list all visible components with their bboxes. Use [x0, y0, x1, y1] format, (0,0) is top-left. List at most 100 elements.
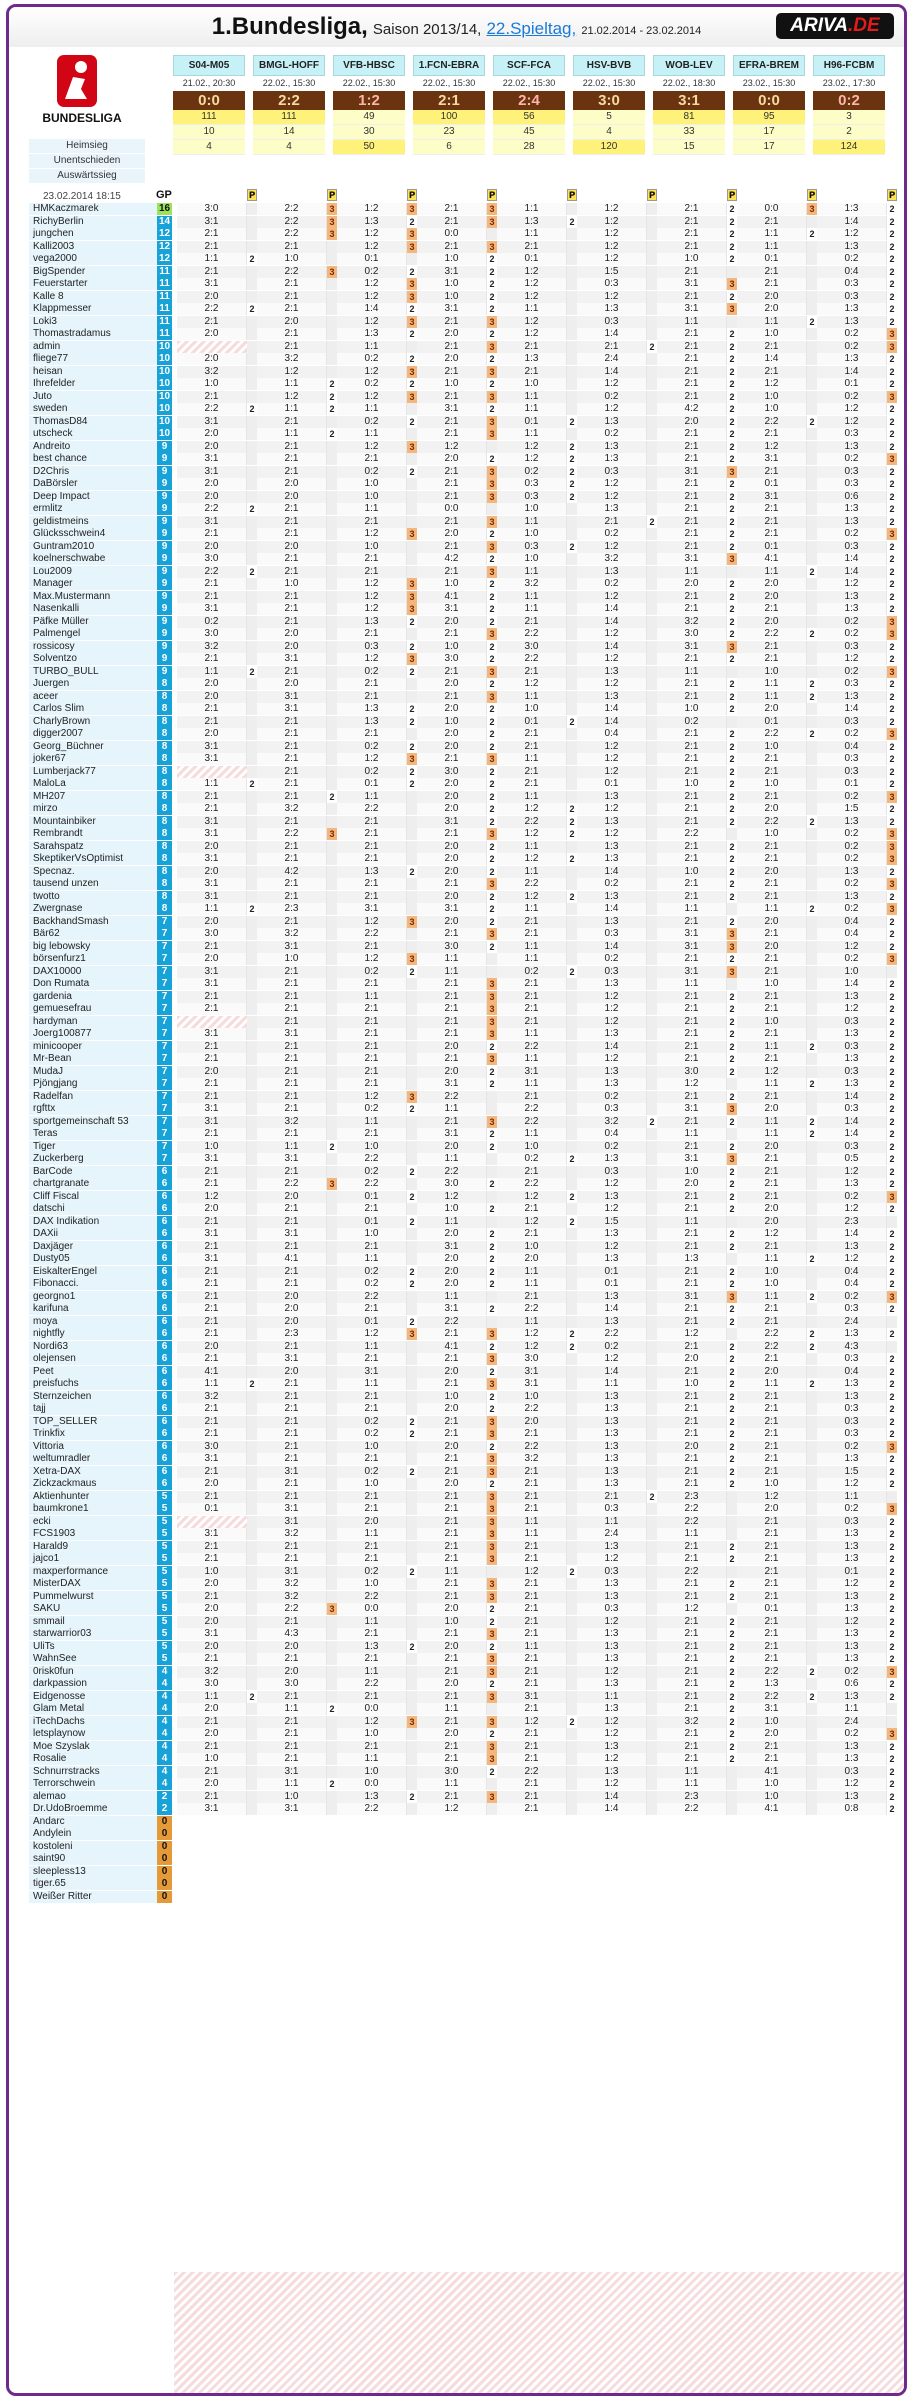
player-name[interactable]: sportgemeinschaft 53: [29, 1115, 157, 1128]
player-name[interactable]: ermlitz: [29, 503, 157, 515]
player-name[interactable]: chartgranate: [29, 1178, 157, 1190]
player-name[interactable]: MaloLa: [29, 778, 157, 790]
player-name[interactable]: Bär62: [29, 928, 157, 940]
player-name[interactable]: Peet: [29, 1365, 157, 1378]
player-name[interactable]: rgfttx: [29, 1103, 157, 1115]
player-name[interactable]: Schnurrstracks: [29, 1765, 157, 1778]
player-name[interactable]: ecki: [29, 1515, 157, 1528]
player-name[interactable]: Eidgenosse: [29, 1690, 157, 1703]
player-name[interactable]: Juto: [29, 390, 157, 403]
player-name[interactable]: baumkrone1: [29, 1503, 157, 1515]
player-name[interactable]: vega2000: [29, 253, 157, 265]
player-name[interactable]: Zickzackmaus: [29, 1478, 157, 1490]
player-name[interactable]: Mr-Bean: [29, 1053, 157, 1065]
player-name[interactable]: Vittoria: [29, 1440, 157, 1453]
player-name[interactable]: rossicosy: [29, 640, 157, 653]
player-name[interactable]: TOP_SELLER: [29, 1415, 157, 1428]
player-name[interactable]: Andarc: [29, 1815, 157, 1828]
player-name[interactable]: SkeptikerVsOptimist: [29, 853, 157, 865]
player-name[interactable]: MudaJ: [29, 1065, 157, 1078]
player-name[interactable]: Aktienhunter: [29, 1490, 157, 1503]
player-name[interactable]: Andreito: [29, 440, 157, 453]
player-name[interactable]: alemao: [29, 1790, 157, 1803]
match-header[interactable]: H96-FCBM 23.02., 17:30 0:2 3 2 124: [813, 55, 885, 155]
player-name[interactable]: Max.Mustermann: [29, 590, 157, 603]
player-name[interactable]: Moe Szyslak: [29, 1740, 157, 1753]
player-name[interactable]: nightfly: [29, 1328, 157, 1340]
player-name[interactable]: Harald9: [29, 1540, 157, 1553]
match-header[interactable]: WOB-LEV 22.02., 18:30 3:1 81 33 15: [653, 55, 725, 155]
player-name[interactable]: Guntram2010: [29, 540, 157, 553]
player-name[interactable]: sleepless13: [29, 1865, 157, 1878]
match-header[interactable]: BMGL-HOFF 22.02., 15:30 2:2 111 14 4: [253, 55, 325, 155]
player-name[interactable]: starwarrior03: [29, 1628, 157, 1640]
player-name[interactable]: WahnSee: [29, 1653, 157, 1665]
player-name[interactable]: Nordi63: [29, 1340, 157, 1353]
player-name[interactable]: aceer: [29, 690, 157, 703]
player-name[interactable]: Terrorschwein: [29, 1778, 157, 1790]
player-name[interactable]: Don Rumata: [29, 978, 157, 990]
matchday-link[interactable]: 22.Spieltag,: [486, 19, 577, 38]
match-header[interactable]: SCF-FCA 22.02., 15:30 2:4 56 45 28: [493, 55, 565, 155]
player-name[interactable]: gardenia: [29, 990, 157, 1003]
player-name[interactable]: best chance: [29, 453, 157, 465]
player-name[interactable]: iTechDachs: [29, 1715, 157, 1728]
player-name[interactable]: Pummelwurst: [29, 1590, 157, 1603]
player-name[interactable]: mirzo: [29, 803, 157, 815]
player-name[interactable]: Zwergnase: [29, 903, 157, 915]
player-name[interactable]: sweden: [29, 403, 157, 415]
match-name[interactable]: H96-FCBM: [813, 55, 885, 76]
player-name[interactable]: Cliff Fiscal: [29, 1190, 157, 1203]
match-name[interactable]: S04-M05: [173, 55, 245, 76]
player-name[interactable]: SAKU: [29, 1603, 157, 1615]
player-name[interactable]: Glam Metal: [29, 1703, 157, 1715]
match-name[interactable]: BMGL-HOFF: [253, 55, 325, 76]
player-name[interactable]: tiger.65: [29, 1878, 157, 1890]
player-name[interactable]: letsplaynow: [29, 1728, 157, 1740]
player-name[interactable]: heisan: [29, 365, 157, 378]
player-name[interactable]: koelnerschwabe: [29, 553, 157, 565]
player-name[interactable]: Fibonacci.: [29, 1278, 157, 1290]
player-name[interactable]: Sarahspatz: [29, 840, 157, 853]
player-name[interactable]: ThomasD84: [29, 415, 157, 428]
player-name[interactable]: Sternzeichen: [29, 1390, 157, 1403]
player-name[interactable]: Mountainbiker: [29, 815, 157, 828]
player-name[interactable]: BarCode: [29, 1165, 157, 1178]
player-name[interactable]: Trinkfix: [29, 1428, 157, 1440]
player-name[interactable]: UliTs: [29, 1640, 157, 1653]
player-name[interactable]: preisfuchs: [29, 1378, 157, 1390]
match-header[interactable]: HSV-BVB 22.02., 15:30 3:0 5 4 120: [573, 55, 645, 155]
player-name[interactable]: Feuerstarter: [29, 278, 157, 290]
player-name[interactable]: jungchen: [29, 228, 157, 240]
player-name[interactable]: Thomastradamus: [29, 328, 157, 340]
player-name[interactable]: börsenfurz1: [29, 953, 157, 965]
player-name[interactable]: BackhandSmash: [29, 915, 157, 928]
player-name[interactable]: fliege77: [29, 353, 157, 365]
player-name[interactable]: moya: [29, 1315, 157, 1328]
player-name[interactable]: Dusty05: [29, 1253, 157, 1265]
match-name[interactable]: WOB-LEV: [653, 55, 725, 76]
player-name[interactable]: tausend unzen: [29, 878, 157, 890]
player-name[interactable]: weltumradler: [29, 1453, 157, 1465]
match-header[interactable]: EFRA-BREM 23.02., 15:30 0:0 95 17 17: [733, 55, 805, 155]
player-name[interactable]: Andylein: [29, 1828, 157, 1840]
player-name[interactable]: Ihrefelder: [29, 378, 157, 390]
player-name[interactable]: FCS1903: [29, 1528, 157, 1540]
player-name[interactable]: admin: [29, 340, 157, 353]
player-name[interactable]: Loki3: [29, 315, 157, 328]
player-name[interactable]: hardyman: [29, 1015, 157, 1028]
player-name[interactable]: Dr.UdoBroemme: [29, 1803, 157, 1815]
player-name[interactable]: HMKaczmarek: [29, 203, 157, 215]
player-name[interactable]: minicooper: [29, 1040, 157, 1053]
player-name[interactable]: MH207: [29, 790, 157, 803]
match-name[interactable]: 1.FCN-EBRA: [413, 55, 485, 76]
player-name[interactable]: BigSpender: [29, 265, 157, 278]
player-name[interactable]: Lumberjack77: [29, 765, 157, 778]
player-name[interactable]: Specnaz.: [29, 865, 157, 878]
player-name[interactable]: utscheck: [29, 428, 157, 440]
player-name[interactable]: Manager: [29, 578, 157, 590]
match-name[interactable]: SCF-FCA: [493, 55, 565, 76]
player-name[interactable]: DAX10000: [29, 965, 157, 978]
player-name[interactable]: Glücksschwein4: [29, 528, 157, 540]
player-name[interactable]: DAXii: [29, 1228, 157, 1240]
